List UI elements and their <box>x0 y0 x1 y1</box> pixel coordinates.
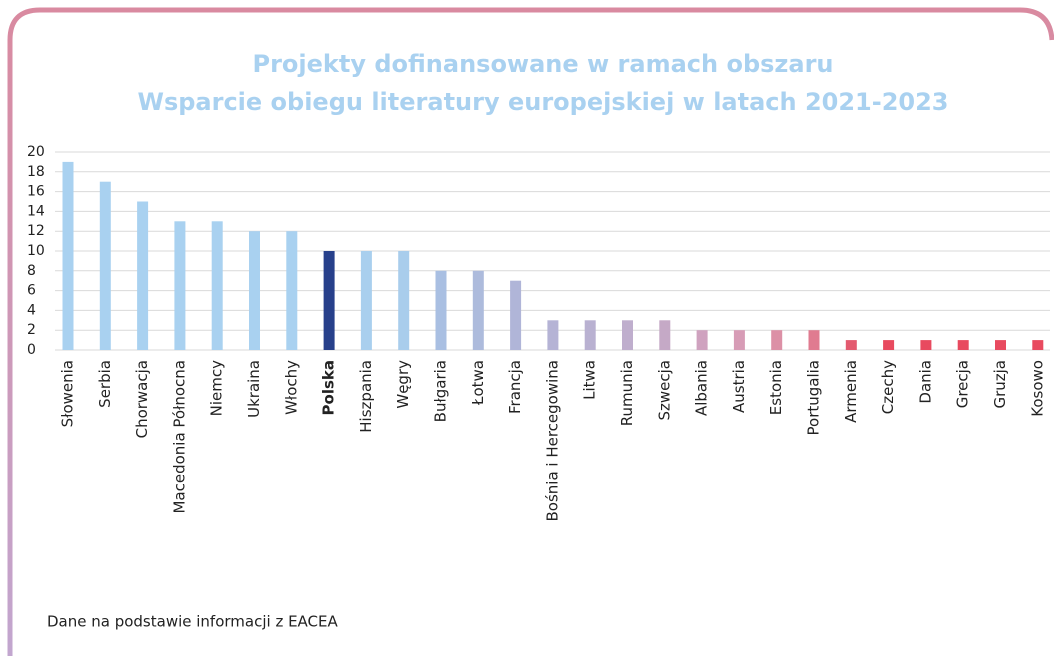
x-tick-label: Hiszpania <box>357 360 375 433</box>
bar <box>957 340 969 350</box>
bar <box>211 221 223 350</box>
bar <box>733 330 745 350</box>
y-tick-label: 18 <box>27 164 45 180</box>
bar <box>323 251 335 350</box>
bar <box>472 270 484 350</box>
bar <box>808 330 820 350</box>
bar <box>771 330 783 350</box>
chart-title: Wsparcie obiegu literatury europejskiej … <box>137 88 948 116</box>
bar <box>883 340 895 350</box>
bar <box>137 201 149 350</box>
bar <box>435 270 447 350</box>
x-tick-label: Bośnia i Hercegowina <box>543 360 561 522</box>
y-tick-label: 0 <box>27 342 36 358</box>
bar <box>547 320 559 350</box>
x-tick-label: Dania <box>916 360 934 404</box>
frame <box>7 7 1054 656</box>
x-tick-label: Estonia <box>767 360 785 415</box>
y-tick-label: 14 <box>27 203 45 219</box>
x-tick-label: Portugalia <box>805 360 823 435</box>
x-tick-label: Armenia <box>842 360 860 423</box>
x-tick-label: Bułgaria <box>432 360 450 422</box>
bar <box>398 251 410 350</box>
x-tick-label: Węgry <box>394 360 412 409</box>
x-tick-label: Albania <box>693 360 711 416</box>
y-tick-label: 16 <box>27 184 45 200</box>
bar <box>584 320 596 350</box>
bar <box>510 280 522 350</box>
bar <box>99 181 111 350</box>
bar <box>659 320 671 350</box>
x-tick-label: Macedonia Północna <box>170 360 188 514</box>
x-tick-label: Czechy <box>879 360 897 414</box>
y-tick-label: 2 <box>27 322 36 338</box>
x-tick-label: Chorwacja <box>133 360 151 438</box>
bar <box>62 161 74 350</box>
x-tick-label: Szwecja <box>655 360 673 421</box>
bar <box>174 221 186 350</box>
bar <box>696 330 708 350</box>
y-tick-label: 8 <box>27 263 36 279</box>
x-tick-label: Gruzja <box>991 360 1009 409</box>
x-tick-label: Ukraina <box>245 360 263 418</box>
y-tick-label: 12 <box>27 223 45 239</box>
y-tick-label: 20 <box>27 144 45 160</box>
x-tick-label: Serbia <box>96 360 114 408</box>
x-tick-label: Łotwa <box>469 360 487 406</box>
x-tick-label: Litwa <box>581 360 599 400</box>
source-note: Dane na podstawie informacji z EACEA <box>47 613 339 631</box>
bar <box>920 340 932 350</box>
y-tick-label: 10 <box>27 243 45 259</box>
x-tick-label: Włochy <box>282 360 300 415</box>
x-tick-label: Rumunia <box>618 360 636 426</box>
x-tick-label: Grecja <box>954 360 972 408</box>
bar <box>286 231 298 350</box>
x-tick-label: Polska <box>320 360 338 415</box>
x-tick-label: Słowenia <box>59 360 77 427</box>
x-tick-label: Francja <box>506 360 524 414</box>
bar <box>249 231 260 350</box>
bar <box>995 340 1006 350</box>
x-tick-label: Austria <box>730 360 748 413</box>
bar <box>1032 340 1044 350</box>
chart-title: Projekty dofinansowane w ramach obszaru <box>252 50 833 78</box>
x-tick-label: Niemcy <box>208 360 226 416</box>
y-tick-label: 6 <box>27 283 36 299</box>
x-tick-label: Kosowo <box>1028 360 1046 417</box>
y-tick-label: 4 <box>27 302 36 318</box>
bar <box>360 251 372 350</box>
bar <box>622 320 633 350</box>
bar <box>845 340 857 350</box>
